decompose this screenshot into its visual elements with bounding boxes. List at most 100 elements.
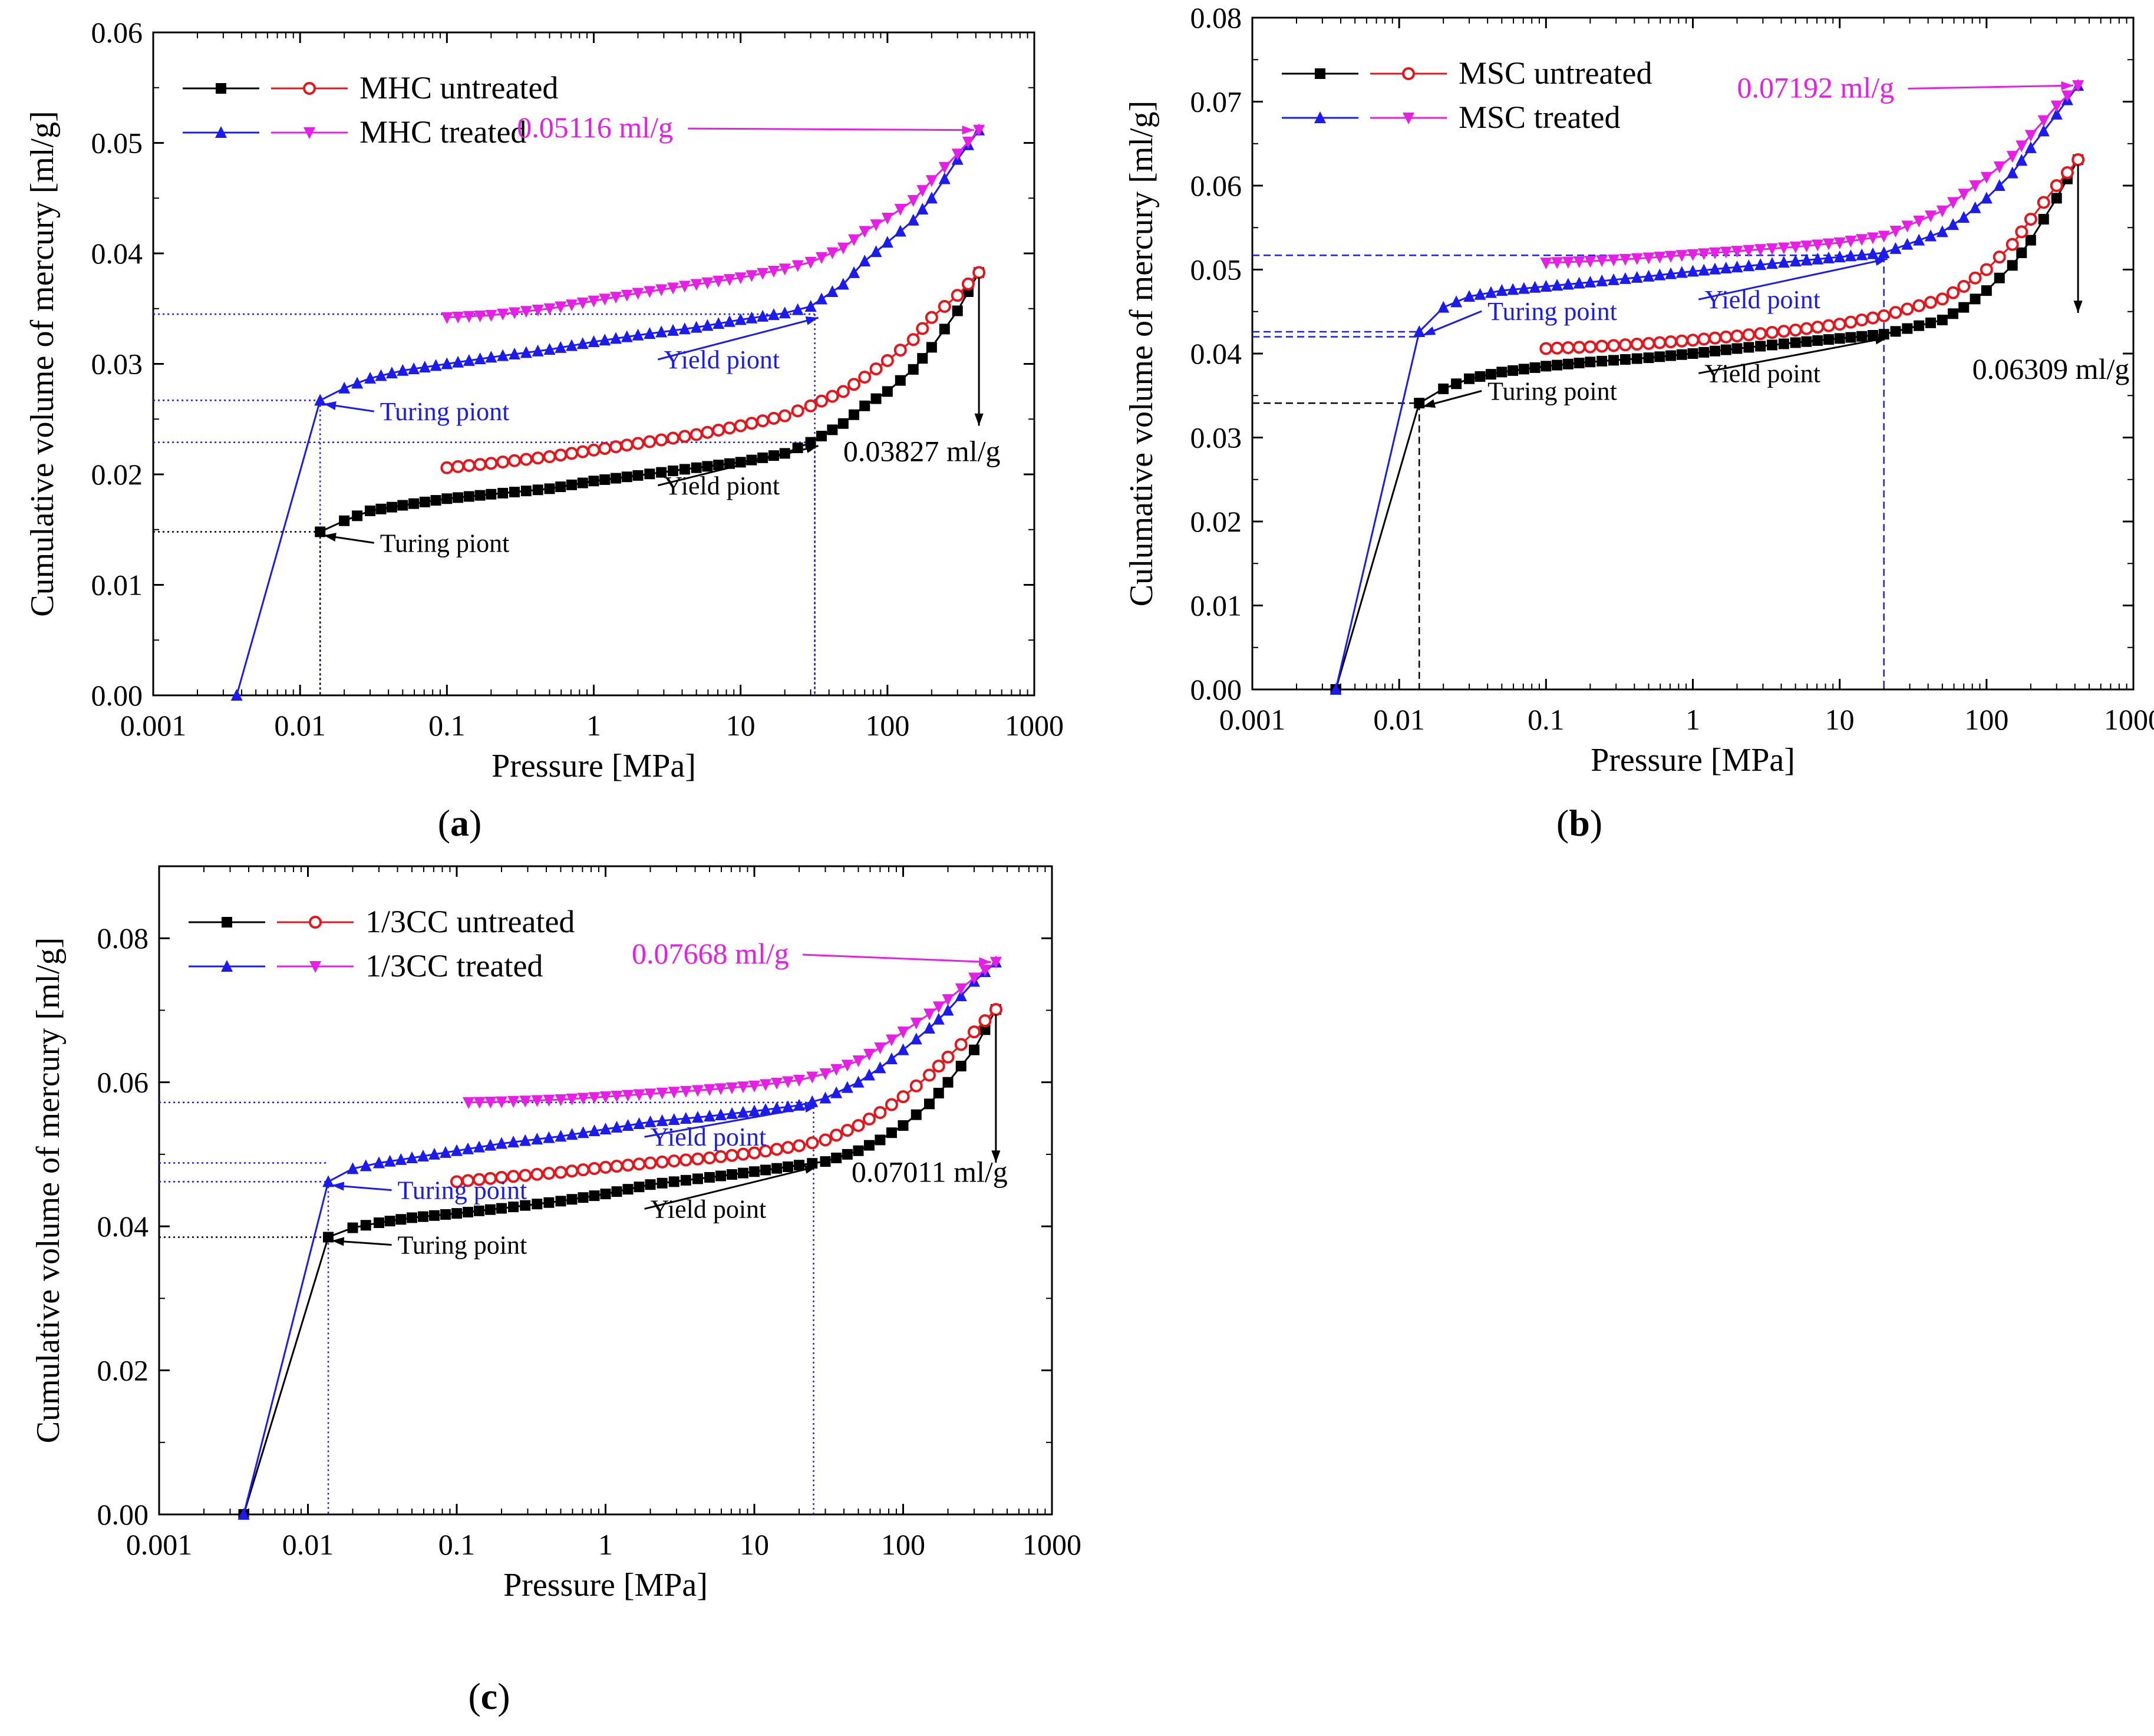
data-point — [632, 288, 644, 300]
annotation-arrowhead — [324, 533, 337, 542]
data-point — [485, 310, 497, 322]
data-point — [484, 1097, 497, 1109]
data-point — [555, 341, 567, 353]
data-point — [610, 292, 622, 304]
data-point — [1653, 336, 1667, 349]
data-point — [1438, 383, 1449, 394]
data-point — [1518, 364, 1529, 375]
annotation-arrowhead — [1423, 326, 1436, 335]
data-point — [1980, 263, 1993, 276]
data-point — [1877, 309, 1891, 322]
data-point — [806, 1095, 819, 1107]
data-point — [874, 1042, 886, 1054]
data-point — [712, 424, 725, 437]
data-point — [962, 137, 974, 148]
data-point — [723, 421, 736, 435]
data-point — [1948, 308, 1959, 319]
data-point — [1766, 257, 1778, 269]
x-tick-label: 10 — [1825, 703, 1855, 736]
data-point — [1596, 274, 1608, 286]
data-point — [1789, 242, 1802, 254]
data-point — [408, 498, 420, 509]
data-point — [679, 464, 690, 475]
data-point — [1743, 259, 1755, 272]
data-point — [907, 213, 919, 226]
y-tick-label: 0.04 — [91, 237, 143, 270]
x-tick-label: 0.001 — [126, 1528, 193, 1561]
data-point — [633, 1089, 645, 1101]
series-line — [319, 272, 980, 533]
data-point — [690, 428, 703, 441]
legend-marker — [304, 127, 315, 139]
data-point — [1981, 285, 1992, 296]
data-point — [1631, 353, 1642, 364]
data-point — [723, 274, 735, 286]
data-point — [1754, 244, 1767, 256]
data-point — [1731, 260, 1743, 273]
data-point — [418, 361, 431, 373]
data-point — [1518, 282, 1530, 294]
data-point — [668, 1087, 680, 1099]
data-point — [485, 1204, 496, 1215]
data-point — [599, 474, 611, 485]
data-point — [1539, 342, 1553, 355]
x-tick-label: 0.01 — [1373, 703, 1425, 736]
data-point — [778, 409, 791, 423]
annotation-arrowhead — [991, 1150, 1001, 1163]
data-point — [894, 204, 906, 216]
data-point — [474, 1205, 485, 1216]
data-point — [655, 284, 668, 296]
data-point — [1912, 299, 1926, 312]
data-point — [1720, 344, 1731, 355]
data-point — [1630, 338, 1644, 351]
data-point — [1698, 346, 1710, 358]
data-point — [679, 1112, 692, 1124]
data-point — [566, 479, 577, 490]
data-point — [907, 195, 919, 207]
data-point — [726, 1169, 737, 1180]
x-tick-label: 0.1 — [438, 1528, 476, 1561]
annotation-arrowhead — [978, 957, 991, 966]
data-point — [1619, 354, 1631, 365]
data-point — [840, 1124, 854, 1137]
data-point — [1812, 252, 1824, 265]
data-point — [1573, 276, 1585, 289]
data-point — [1913, 233, 1925, 246]
data-point — [1968, 271, 1982, 285]
data-point — [384, 1154, 396, 1167]
data-point — [668, 1176, 679, 1187]
data-point — [1811, 321, 1825, 334]
data-point — [781, 1141, 795, 1154]
data-point — [836, 385, 850, 398]
data-point — [1451, 378, 1462, 390]
data-point — [1414, 398, 1425, 409]
y-tick-label: 0.08 — [1190, 1, 1242, 34]
data-point — [911, 1109, 922, 1120]
data-point — [816, 431, 827, 441]
data-point — [397, 364, 409, 376]
data-point — [1855, 313, 1869, 326]
panel-letter: c — [481, 1675, 497, 1717]
data-point — [565, 299, 578, 312]
data-point — [1608, 355, 1619, 366]
data-point — [1496, 367, 1508, 378]
data-point — [2037, 124, 2050, 137]
panel-letter: b — [1569, 802, 1590, 844]
data-point — [932, 1060, 945, 1073]
value-annotation: 0.03827 ml/g — [843, 435, 1001, 468]
data-point — [519, 1134, 532, 1146]
data-point — [360, 1220, 371, 1231]
data-point — [1866, 247, 1879, 259]
data-point — [565, 1164, 579, 1178]
data-point — [632, 470, 644, 481]
data-point — [1631, 253, 1643, 265]
point-annotation: Turing piont — [380, 397, 510, 426]
data-point — [463, 1206, 474, 1217]
data-point — [737, 1167, 748, 1179]
data-point — [826, 390, 839, 403]
y-tick-label: 0.03 — [1190, 421, 1242, 454]
data-point — [961, 277, 975, 291]
data-point — [611, 473, 622, 484]
x-axis-label: Pressure [MPa] — [1591, 742, 1795, 778]
data-point — [1687, 265, 1699, 277]
